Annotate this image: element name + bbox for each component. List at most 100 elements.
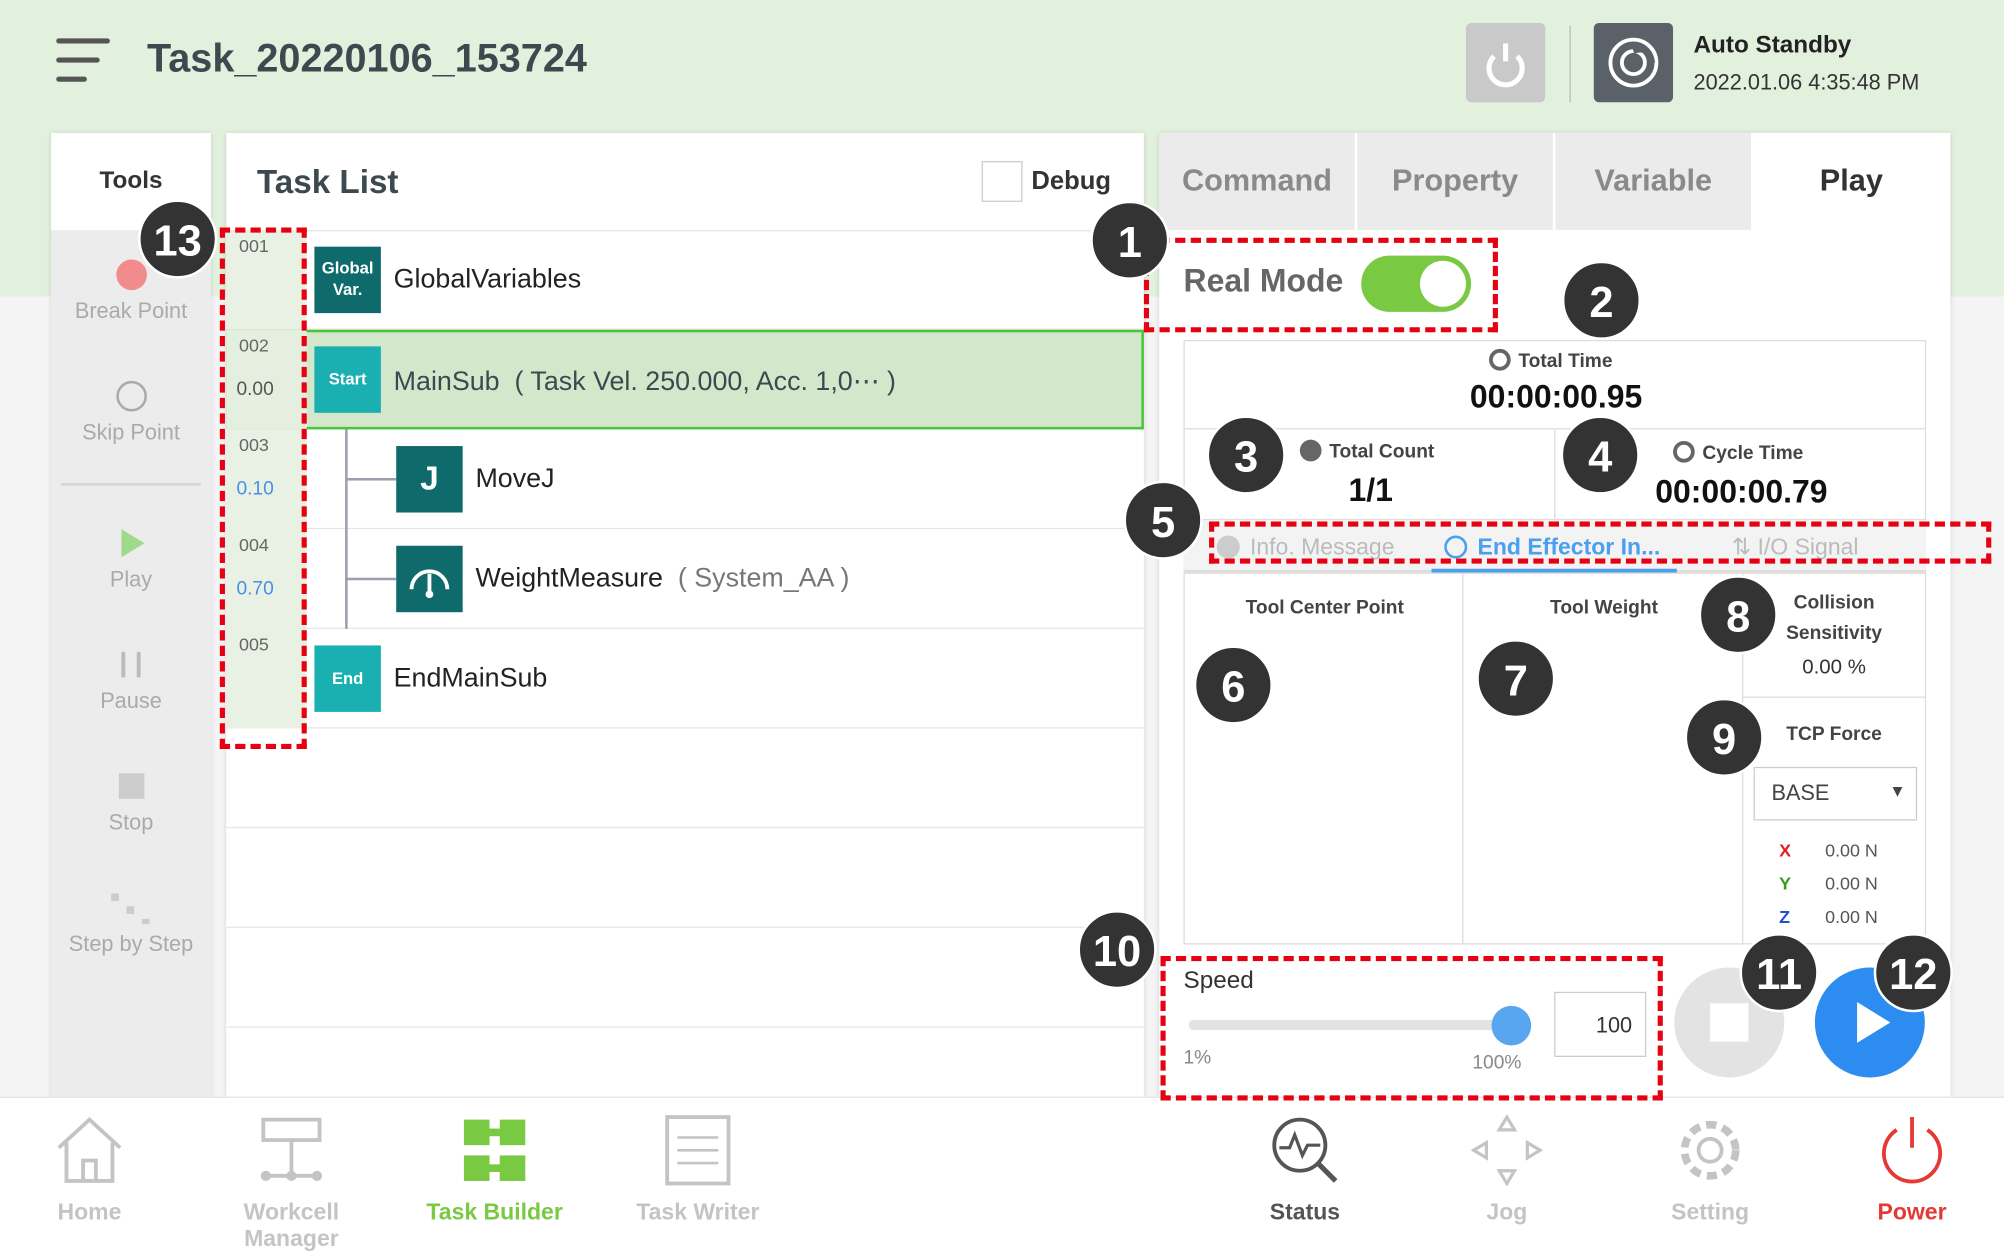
task-row[interactable]: 001 Global Var. GlobalVariables	[226, 230, 1144, 330]
collision-box: Collision Sensitivity 0.00 %	[1742, 572, 1927, 698]
start-badge: Start	[314, 346, 381, 413]
refresh-icon	[1486, 43, 1525, 88]
play-tool-button[interactable]: Play	[51, 511, 211, 611]
annotation-box-subtabs	[1209, 521, 1992, 564]
collision-label-2: Sensitivity	[1786, 622, 1883, 645]
tab-command[interactable]: Command	[1159, 132, 1355, 231]
total-time-box: Total Time 00:00:00.95	[1183, 339, 1927, 430]
active-subtab-indicator	[1431, 568, 1677, 573]
annotation-box-line-numbers	[219, 227, 307, 749]
task-name: GlobalVariables	[393, 264, 582, 294]
line-number: 005	[239, 633, 269, 655]
task-row-selected[interactable]: 002 0.00 Start MainSub ( Task Vel. 250.00…	[226, 329, 1144, 430]
speed-slider-track[interactable]	[1188, 1019, 1512, 1031]
break-point-button[interactable]: Break Point	[51, 242, 211, 343]
subtab-info-message[interactable]: Info. Message	[1216, 534, 1394, 561]
global-var-badge: Global Var.	[314, 246, 381, 314]
total-count-label: Total Count	[1299, 439, 1434, 463]
exec-time: 0.00	[236, 378, 274, 401]
stop-tool-button[interactable]: Stop	[51, 754, 211, 854]
annotation-marker: 1	[1090, 200, 1170, 280]
tab-variable[interactable]: Variable	[1555, 132, 1751, 231]
empty-row	[226, 928, 1144, 1028]
task-row[interactable]: 005 End EndMainSub	[226, 628, 1144, 729]
annotation-marker: 4	[1560, 415, 1640, 495]
subtab-io-signal[interactable]: ⇅ I/O Signal	[1731, 534, 1859, 560]
force-y-axis: Y	[1779, 872, 1792, 894]
workcell-icon	[260, 1117, 323, 1181]
nav-power[interactable]: Power	[1816, 1112, 2004, 1226]
tool-center-point-box: Tool Center Point	[1183, 572, 1464, 945]
task-builder-icon	[463, 1119, 526, 1181]
subtab-end-effector[interactable]: End Effector In...	[1444, 534, 1660, 561]
annotation-marker: 2	[1561, 260, 1642, 340]
line-gutter: 003 0.10	[226, 429, 307, 530]
skip-point-button[interactable]: Skip Point	[51, 364, 211, 464]
debug-label: Debug	[1031, 167, 1111, 196]
pause-tool-button[interactable]: Pause	[51, 632, 211, 733]
force-x-axis: X	[1779, 839, 1792, 861]
nav-setting[interactable]: Setting	[1614, 1112, 1806, 1226]
cycle-time-value: 00:00:00.79	[1655, 474, 1828, 510]
tools-divider	[61, 483, 201, 486]
annotation-marker: 5	[1123, 480, 1203, 560]
total-time-value: 00:00:00.95	[1469, 379, 1643, 416]
nav-home[interactable]: Home	[0, 1112, 185, 1226]
tcp-force-box: TCP Force BASE ▼ X 0.00 N Y 0.00 N Z 0.0…	[1742, 696, 1927, 945]
collision-label: Collision	[1793, 591, 1875, 614]
annotation-box-speed	[1160, 956, 1663, 1101]
nav-task-writer[interactable]: Task Writer	[602, 1112, 794, 1226]
force-z-value: 0.00 N	[1825, 906, 1878, 927]
home-icon	[57, 1117, 122, 1183]
menu-icon[interactable]	[56, 36, 110, 87]
speed-max-label: 100%	[1472, 1051, 1522, 1074]
annotation-marker: 6	[1193, 645, 1273, 725]
io-arrows-icon: ⇅	[1731, 534, 1758, 560]
speed-input[interactable]: 100	[1554, 991, 1647, 1057]
tab-property[interactable]: Property	[1357, 132, 1553, 231]
nav-task-builder[interactable]: Task Builder	[399, 1112, 591, 1226]
annotation-marker: 8	[1698, 575, 1778, 655]
force-z-axis: Z	[1779, 906, 1791, 927]
real-mode-toggle[interactable]	[1361, 255, 1472, 312]
nav-workcell-manager[interactable]: Workcell Manager	[196, 1112, 388, 1253]
task-row[interactable]: 003 0.10 J MoveJ	[226, 429, 1144, 530]
task-detail: ( Task Vel. 250.000, Acc. 1,0⋯ )	[514, 366, 896, 397]
task-row[interactable]: 004 0.70 WeightMeasure ( System_AA )	[226, 529, 1144, 629]
tool-label: Stop	[108, 810, 154, 835]
line-number: 001	[239, 235, 269, 256]
cycle-time-label: Cycle Time	[1673, 440, 1803, 464]
play-icon	[1857, 1002, 1891, 1043]
annotation-box-real-mode	[1143, 237, 1498, 333]
nav-status[interactable]: Status	[1209, 1112, 1401, 1226]
line-gutter: 005	[226, 628, 307, 729]
robot-status-button[interactable]	[1593, 23, 1674, 103]
end-badge: End	[314, 645, 381, 712]
tcp-label: Tool Center Point	[1245, 596, 1404, 619]
jog-icon	[1470, 1113, 1544, 1187]
exec-time: 0.10	[236, 478, 274, 500]
empty-row	[226, 828, 1144, 928]
tool-label: Step by Step	[68, 931, 194, 957]
reset-button[interactable]	[1465, 23, 1546, 103]
tab-play[interactable]: Play	[1753, 132, 1950, 231]
header-divider	[1569, 25, 1571, 103]
tool-weight-label: Tool Weight	[1550, 596, 1658, 619]
debug-checkbox[interactable]	[981, 161, 1023, 202]
line-gutter: 002 0.00	[226, 329, 307, 430]
subtab-bar	[1183, 520, 1927, 573]
gear-icon	[1680, 1120, 1740, 1180]
step-by-step-button[interactable]: Step by Step	[51, 875, 211, 976]
line-number: 002	[239, 334, 269, 356]
force-y-value: 0.00 N	[1825, 872, 1878, 894]
nav-jog[interactable]: Jog	[1411, 1112, 1603, 1226]
speed-label: Speed	[1183, 967, 1254, 995]
frame-select[interactable]: BASE ▼	[1753, 766, 1918, 821]
line-gutter: 004 0.70	[226, 529, 307, 629]
total-count-value: 1/1	[1348, 472, 1393, 509]
tool-label: Skip Point	[82, 420, 180, 445]
speed-slider-thumb[interactable]	[1491, 1005, 1532, 1046]
chevron-down-icon: ▼	[1889, 780, 1906, 801]
line-gutter: 001	[226, 230, 307, 330]
break-point-icon	[115, 259, 147, 291]
